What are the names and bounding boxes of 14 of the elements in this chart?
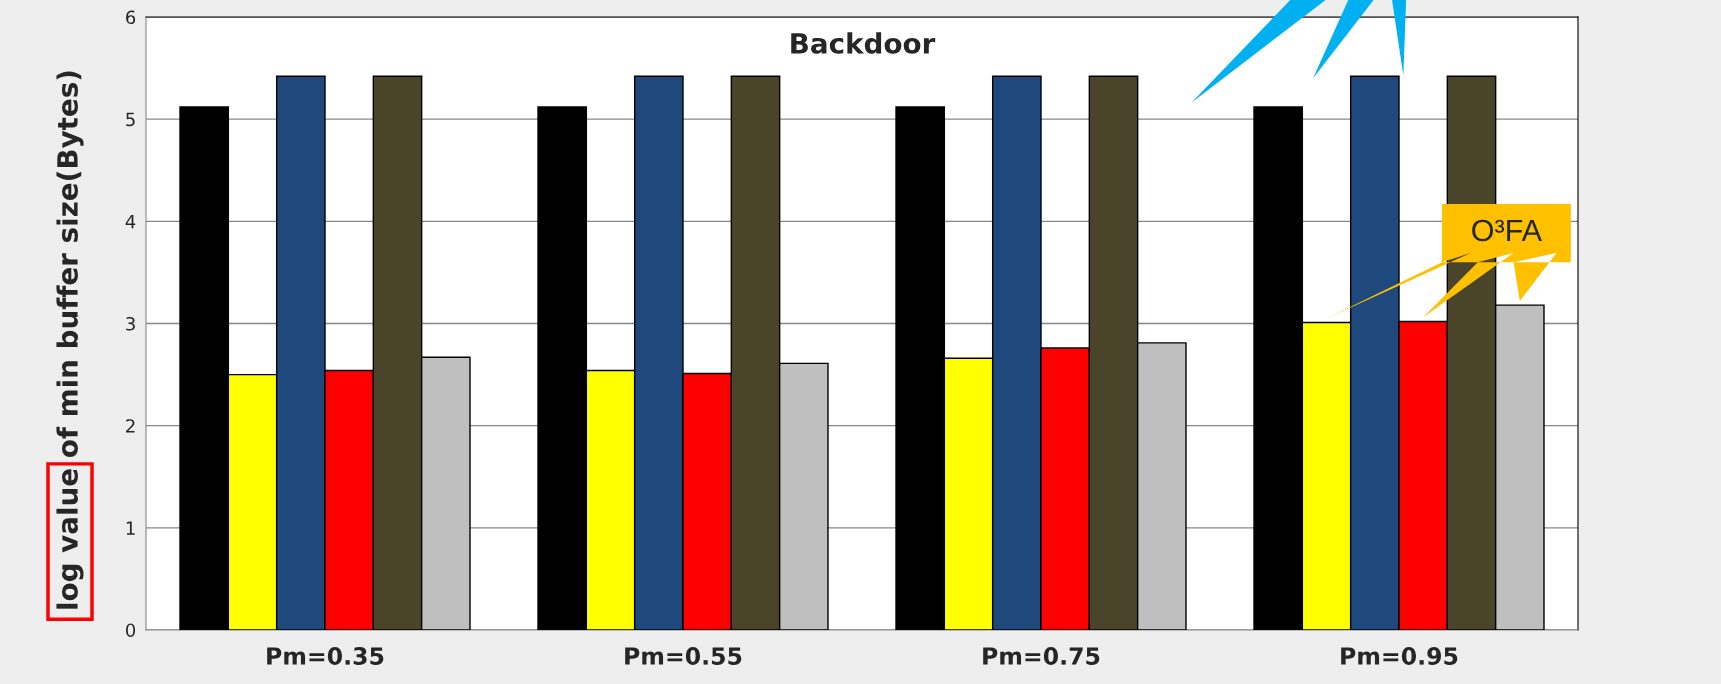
y-axis-title: log value of min buffer size(Bytes) [56, 71, 84, 609]
x-tick-label: Pm=0.35 [267, 647, 384, 665]
x-tick-label: Pm=0.75 [983, 647, 1100, 665]
annotation: O³FA [1472, 219, 1542, 242]
y-tick-label: 5 [126, 112, 135, 127]
y-tick-label: 3 [126, 316, 135, 331]
y-tick-label: 4 [125, 215, 136, 229]
y-tick-label: 0 [125, 623, 136, 638]
x-tick-label: Pm=0.95 [1341, 647, 1458, 665]
chart-title: Backdoor [791, 32, 936, 54]
y-tick-label: 6 [126, 10, 136, 25]
y-tick-label: 1 [126, 521, 135, 535]
y-tick-label: 2 [126, 419, 135, 433]
x-tick-label: Pm=0.55 [625, 647, 742, 665]
